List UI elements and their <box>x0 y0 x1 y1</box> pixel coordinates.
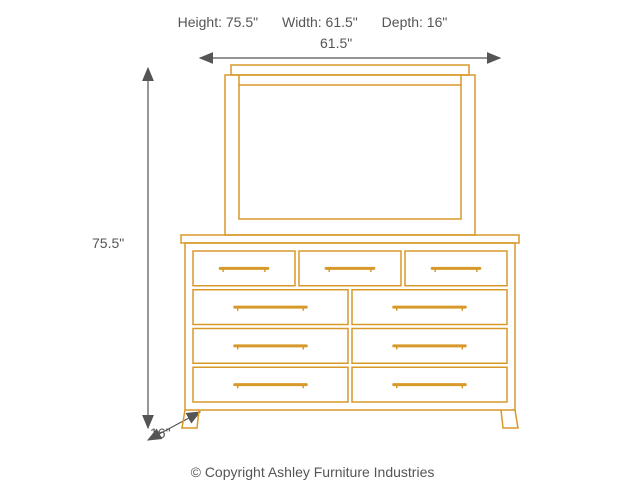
depth-dimension-label: 16" <box>150 425 171 441</box>
width-spec: Width: 61.5" <box>282 14 358 30</box>
spec-header: Height: 75.5" Width: 61.5" Depth: 16" <box>0 0 625 30</box>
depth-spec: Depth: 16" <box>382 14 448 30</box>
furniture-diagram: 61.5" 75.5" 16" <box>0 40 625 460</box>
copyright-text: © Copyright Ashley Furniture Industries <box>0 464 625 480</box>
width-dimension-label: 61.5" <box>320 35 352 51</box>
height-spec: Height: 75.5" <box>178 14 258 30</box>
height-dimension-label: 75.5" <box>92 235 124 251</box>
